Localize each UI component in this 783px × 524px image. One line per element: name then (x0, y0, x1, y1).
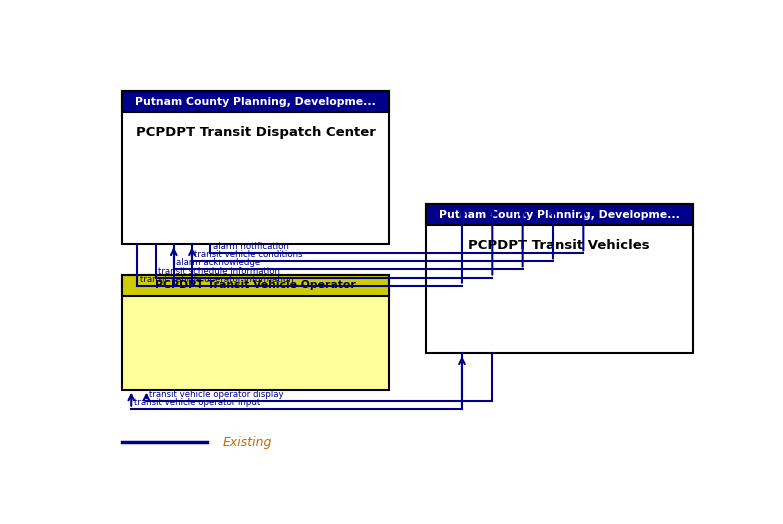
Text: transit vehicle operator display: transit vehicle operator display (149, 390, 283, 399)
Text: transit schedule information: transit schedule information (158, 267, 280, 276)
Bar (426, 204, 693, 353)
Text: PCPDPT Transit Vehicle Operator: PCPDPT Transit Vehicle Operator (155, 280, 356, 290)
Bar (122, 91, 389, 112)
Text: transit vehicle operator input: transit vehicle operator input (134, 398, 260, 407)
Text: transit vehicle operator information: transit vehicle operator information (139, 275, 294, 283)
Bar (426, 204, 693, 225)
Text: alarm notification: alarm notification (212, 242, 288, 252)
Text: alarm acknowledge: alarm acknowledge (176, 258, 261, 267)
Bar (122, 275, 389, 390)
Bar (122, 91, 389, 244)
Text: Existing: Existing (222, 435, 272, 449)
Text: Putnam County Planning, Developme...: Putnam County Planning, Developme... (135, 96, 376, 106)
Text: PCPDPT Transit Vehicles: PCPDPT Transit Vehicles (468, 239, 650, 252)
Text: Putnam County Planning, Developme...: Putnam County Planning, Developme... (438, 210, 680, 220)
Text: PCPDPT Transit Dispatch Center: PCPDPT Transit Dispatch Center (135, 126, 376, 139)
Bar (122, 275, 389, 296)
Text: transit vehicle conditions: transit vehicle conditions (194, 250, 303, 259)
